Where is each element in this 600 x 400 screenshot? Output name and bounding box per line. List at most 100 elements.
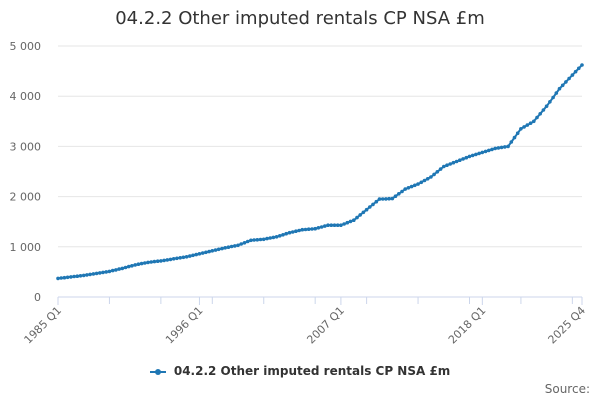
y-tick-label: 5 000 bbox=[10, 40, 42, 53]
data-point bbox=[226, 245, 231, 249]
data-point bbox=[425, 177, 430, 181]
data-point bbox=[319, 225, 324, 229]
data-point bbox=[56, 276, 60, 281]
data-point bbox=[551, 95, 555, 100]
data-point bbox=[191, 253, 195, 258]
series-line-group bbox=[56, 63, 584, 281]
data-point bbox=[126, 264, 131, 269]
data-point bbox=[432, 172, 436, 177]
x-tick-label: 1985 Q1 bbox=[22, 304, 65, 347]
data-point bbox=[117, 267, 121, 271]
data-point bbox=[165, 258, 170, 262]
data-point bbox=[454, 159, 459, 164]
data-point bbox=[493, 146, 498, 151]
data-point bbox=[143, 261, 147, 265]
data-point bbox=[461, 157, 465, 161]
data-point bbox=[130, 264, 134, 268]
data-point bbox=[548, 100, 552, 104]
data-point bbox=[316, 226, 321, 230]
data-point bbox=[274, 235, 279, 239]
data-point bbox=[184, 254, 189, 259]
data-point bbox=[72, 274, 76, 279]
data-point bbox=[213, 248, 218, 252]
data-point bbox=[448, 162, 453, 166]
data-point bbox=[506, 144, 510, 149]
data-point bbox=[294, 229, 298, 233]
data-point bbox=[268, 236, 273, 240]
data-point bbox=[181, 255, 186, 260]
data-point bbox=[133, 263, 137, 267]
data-point bbox=[223, 246, 227, 250]
data-point bbox=[188, 254, 192, 258]
legend[interactable]: 04.2.2 Other imputed rentals CP NSA £m bbox=[0, 364, 600, 378]
chart-title: 04.2.2 Other imputed rentals CP NSA £m bbox=[115, 8, 485, 29]
data-point bbox=[91, 272, 96, 276]
data-point bbox=[278, 234, 282, 238]
data-point bbox=[323, 224, 327, 228]
data-point bbox=[377, 197, 382, 201]
data-point bbox=[429, 175, 433, 179]
data-point bbox=[175, 256, 179, 261]
data-point bbox=[384, 197, 388, 201]
data-point bbox=[75, 274, 80, 279]
data-point bbox=[178, 255, 182, 260]
data-point bbox=[104, 270, 108, 274]
data-point bbox=[352, 218, 356, 222]
data-point bbox=[329, 223, 334, 227]
data-point bbox=[98, 271, 102, 275]
data-point bbox=[348, 219, 353, 224]
data-point bbox=[236, 243, 240, 248]
data-point bbox=[255, 238, 260, 242]
data-point bbox=[159, 259, 163, 263]
data-point bbox=[483, 149, 488, 154]
data-point bbox=[139, 261, 144, 266]
data-point bbox=[570, 73, 575, 77]
y-tick-label: 1 000 bbox=[10, 241, 42, 254]
data-point bbox=[110, 268, 115, 273]
data-point bbox=[265, 236, 269, 241]
data-point bbox=[168, 257, 173, 262]
data-point bbox=[380, 197, 385, 201]
data-point bbox=[300, 227, 305, 232]
data-point bbox=[306, 227, 311, 231]
data-point bbox=[538, 112, 542, 116]
data-point bbox=[400, 189, 404, 194]
data-point bbox=[554, 91, 559, 95]
data-point bbox=[149, 260, 153, 264]
data-point bbox=[467, 154, 472, 159]
data-point bbox=[364, 207, 369, 212]
data-point bbox=[62, 275, 67, 280]
y-tick-label: 2 000 bbox=[10, 191, 42, 204]
data-point bbox=[216, 247, 221, 252]
data-point bbox=[567, 76, 571, 81]
data-point bbox=[207, 249, 211, 254]
data-point bbox=[310, 227, 314, 231]
data-point bbox=[470, 153, 475, 158]
data-point bbox=[242, 241, 247, 245]
data-point bbox=[458, 158, 462, 162]
data-point bbox=[155, 259, 160, 264]
data-point bbox=[120, 266, 125, 271]
source-label: Source: bbox=[544, 382, 590, 396]
data-point bbox=[419, 180, 424, 185]
data-point bbox=[361, 210, 366, 215]
data-point bbox=[560, 83, 565, 88]
data-point bbox=[499, 145, 504, 150]
data-point bbox=[290, 230, 295, 234]
x-tick-label: 2025 Q4 bbox=[546, 304, 589, 347]
data-point bbox=[464, 155, 469, 160]
data-point bbox=[94, 271, 99, 276]
data-point bbox=[503, 145, 507, 149]
data-point bbox=[496, 146, 501, 150]
y-axis-ticks: 0 1 000 2 000 3 000 4 000 5 000 bbox=[10, 40, 42, 304]
legend-label: 04.2.2 Other imputed rentals CP NSA £m bbox=[173, 364, 451, 378]
data-point bbox=[435, 170, 440, 174]
data-point bbox=[210, 249, 215, 253]
data-point bbox=[245, 239, 250, 244]
data-point bbox=[123, 265, 128, 270]
data-point bbox=[78, 274, 83, 278]
data-point bbox=[564, 80, 568, 84]
data-point bbox=[557, 86, 562, 91]
data-point bbox=[474, 152, 478, 157]
